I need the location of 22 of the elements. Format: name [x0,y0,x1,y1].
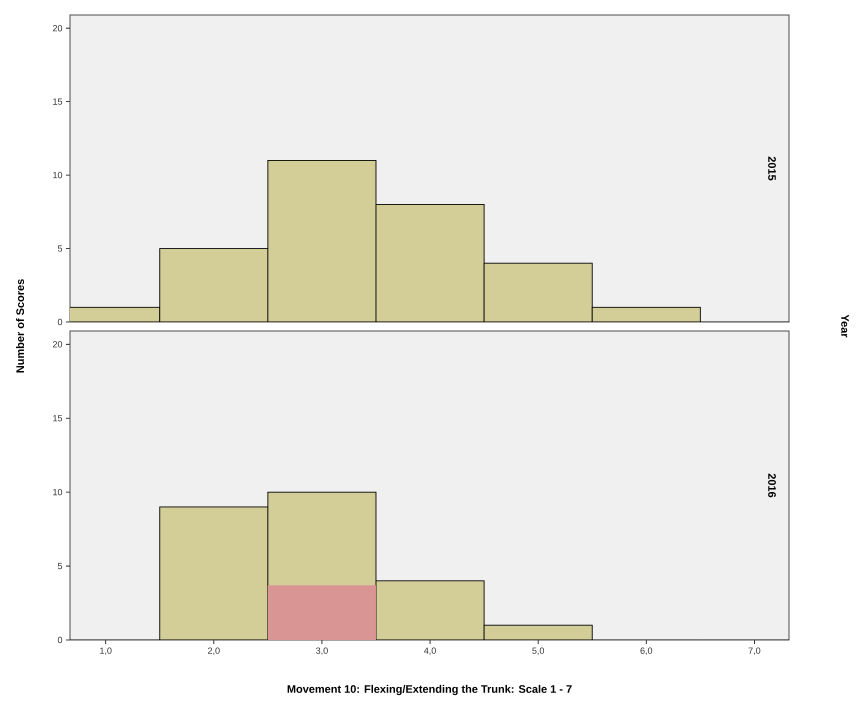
text: 2016 [768,474,776,498]
y-tick-label: 5 [58,562,62,570]
y-tick-label: 0 [58,636,62,644]
y-axis-title: Number of Scores [16,279,24,372]
y-tick-label: 20 [52,25,62,32]
x-axis-title: Movement 10: Flexing/Extending the Trunk: Scale 1 - 7 [288,684,572,696]
x-tick-label: 7,0 [748,648,760,655]
y-tick-label: 5 [58,245,62,252]
y-tick-label: 20 [52,341,62,348]
y-tick-label: 10 [53,488,62,496]
x-tick-label: 1,0 [100,648,112,655]
x-tick-label: 2,0 [208,648,220,655]
y-tick-label: 15 [53,98,62,105]
y-tick-label: 10 [53,172,62,178]
x-tick-label: 5,0 [532,648,544,655]
y-tick-label: 15 [53,415,62,422]
text: 2015 [768,156,776,180]
y2-axis-title: Year [841,314,849,338]
x-tick-label: 3,0 [316,648,328,655]
x-tick-label: 6,0 [640,648,652,655]
x-tick-label: 4,0 [424,648,436,655]
y-tick-label: 0 [58,318,62,326]
